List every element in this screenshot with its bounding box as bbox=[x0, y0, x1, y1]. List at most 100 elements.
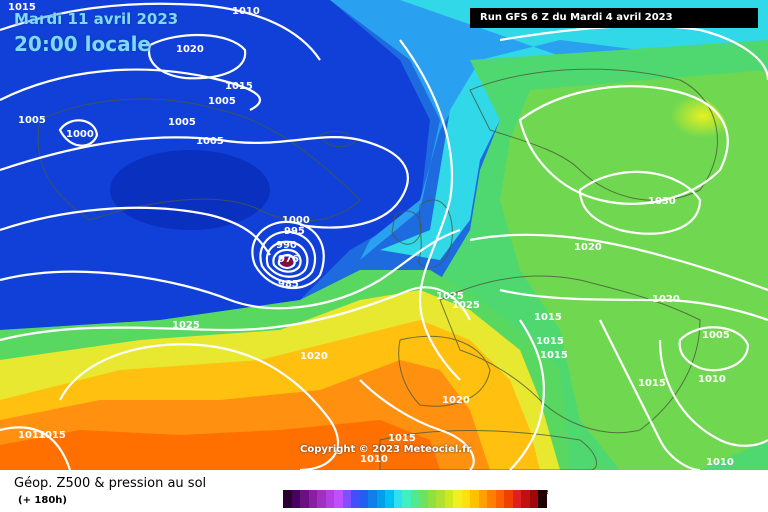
isobar-label: 1015 bbox=[8, 2, 36, 13]
iceland-outline bbox=[319, 131, 356, 148]
isobar-label: 1005 bbox=[18, 115, 46, 126]
isobar-label: 1015 bbox=[38, 430, 66, 441]
scale-swatch bbox=[291, 490, 300, 508]
isobar-line bbox=[0, 136, 409, 229]
scale-swatch bbox=[538, 490, 547, 508]
forecast-date: Mardi 11 avril 2023 bbox=[14, 10, 179, 28]
field-scandinavia-high bbox=[550, 80, 730, 200]
scale-labels: 4924965005045085125165205245285325365405… bbox=[283, 479, 548, 496]
scale-bar bbox=[283, 490, 547, 508]
isobar-ring bbox=[265, 240, 309, 278]
isobar-label: 1005 bbox=[208, 96, 236, 107]
isobar-line bbox=[359, 379, 475, 470]
isobar-label: 1015 bbox=[540, 350, 568, 361]
isobar-label: 1015 bbox=[388, 433, 416, 444]
isobar-line bbox=[0, 68, 262, 111]
isobar-label: 1015 bbox=[534, 312, 562, 323]
scale-swatch bbox=[478, 490, 487, 508]
isobar-line bbox=[399, 39, 461, 381]
legend-title: Géop. Z500 & pression au sol bbox=[14, 476, 207, 491]
forecast-time: 20:00 locale bbox=[14, 32, 151, 56]
africa-outline bbox=[379, 430, 598, 470]
isobar-label: 1030 bbox=[648, 196, 676, 207]
isobar-line bbox=[499, 288, 768, 322]
isobar-label: 1020 bbox=[176, 44, 204, 55]
scale-swatch bbox=[325, 490, 334, 508]
isobar-label: 1020 bbox=[652, 294, 680, 305]
scale-swatch bbox=[376, 490, 385, 508]
isobar-label: 976 bbox=[278, 254, 299, 265]
isobar-line bbox=[0, 426, 72, 470]
low-pressure-center bbox=[281, 257, 293, 267]
isobar-label: 1000 bbox=[66, 129, 94, 140]
scale-swatch bbox=[300, 490, 309, 508]
isobar-label: 1005 bbox=[702, 330, 730, 341]
isobar-label: 1010 bbox=[698, 374, 726, 385]
scale-swatch bbox=[393, 490, 402, 508]
scale-swatch bbox=[334, 490, 343, 508]
scale-swatch bbox=[521, 490, 530, 508]
isobar-label: 990 bbox=[276, 240, 297, 251]
copyright: Copyright © 2023 Meteociel.fr bbox=[300, 444, 472, 455]
isobar-label: 1020 bbox=[442, 395, 470, 406]
isobar-label: 995 bbox=[284, 226, 305, 237]
isobar-label: 1025 bbox=[172, 320, 200, 331]
isobar-closed-1005 bbox=[678, 326, 750, 372]
legend-subtitle: (+ 180h) bbox=[18, 495, 67, 506]
isobar-closed-1000 bbox=[58, 119, 99, 147]
scale-swatch bbox=[308, 490, 317, 508]
scale-swatch bbox=[385, 490, 394, 508]
isobar-label: 1025 bbox=[452, 300, 480, 311]
ireland-outline bbox=[391, 210, 422, 245]
isobar-ring bbox=[259, 230, 317, 284]
scale-swatch bbox=[410, 490, 419, 508]
isobar-label: 1020 bbox=[574, 242, 602, 253]
scale-swatch bbox=[495, 490, 504, 508]
isobar-label: 1020 bbox=[300, 351, 328, 362]
map-canvas: 1015 1010 1020 1015 1005 1005 1005 1000 … bbox=[0, 0, 768, 470]
isobar-label: 1015 bbox=[638, 378, 666, 389]
scale-swatch bbox=[529, 490, 538, 508]
scale-swatch bbox=[351, 490, 360, 508]
scale-swatch bbox=[368, 490, 377, 508]
isobar-label: 1015 bbox=[536, 336, 564, 347]
weather-map: 1015 1010 1020 1015 1005 1005 1005 1000 … bbox=[0, 0, 768, 470]
legend-footer: Géop. Z500 & pression au sol (+ 180h) 49… bbox=[0, 470, 768, 512]
isobar-label: 1000 bbox=[282, 215, 310, 226]
isobar-line bbox=[599, 319, 701, 470]
isobar-label: 1011 bbox=[18, 430, 46, 441]
scale-swatch bbox=[419, 490, 428, 508]
run-label: Run GFS 6 Z du Mardi 4 avril 2023 bbox=[470, 8, 758, 28]
isobar-label: 1010 bbox=[706, 457, 734, 468]
isobar-label: 1005 bbox=[196, 136, 224, 147]
isobar-label: 1010 bbox=[232, 6, 260, 17]
scale-swatch bbox=[512, 490, 521, 508]
scale-swatch bbox=[461, 490, 470, 508]
britain-outline bbox=[417, 199, 453, 269]
isobar-label: 1025 bbox=[436, 291, 464, 302]
scale-swatch bbox=[487, 490, 496, 508]
isobar-ring bbox=[272, 248, 302, 273]
isobar-line bbox=[469, 233, 768, 292]
isobar-line bbox=[0, 2, 321, 61]
greenland-outline bbox=[37, 98, 361, 222]
field-core bbox=[110, 150, 270, 230]
isobar-line bbox=[0, 228, 461, 310]
scale-swatch bbox=[427, 490, 436, 508]
isobar-line bbox=[658, 339, 768, 447]
isobar-label: 1005 bbox=[168, 117, 196, 128]
isobar-label: 985 bbox=[278, 279, 299, 290]
scale-swatch bbox=[359, 490, 368, 508]
isobar-closed-1025 bbox=[518, 85, 729, 205]
isobar-label: 1015 bbox=[225, 81, 253, 92]
isobars bbox=[0, 2, 768, 470]
field-orange-dark bbox=[0, 420, 440, 470]
isobar-labels: 1015 1010 1020 1015 1005 1005 1005 1000 … bbox=[8, 2, 734, 468]
scale-swatch bbox=[317, 490, 326, 508]
isobar-ring bbox=[277, 253, 296, 269]
scale-swatch bbox=[453, 490, 462, 508]
isobar-ring bbox=[251, 220, 325, 289]
isobar-line bbox=[509, 319, 546, 470]
isobar-line bbox=[59, 343, 340, 470]
scale-swatch bbox=[504, 490, 513, 508]
